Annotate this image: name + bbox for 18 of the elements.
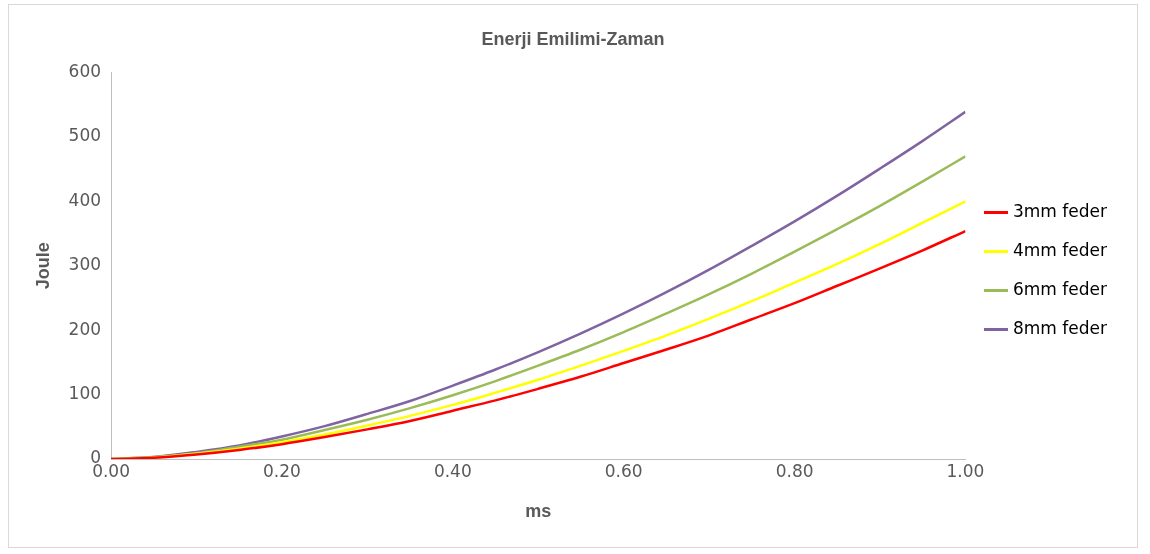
x-tick-label: 0.80: [775, 460, 814, 481]
y-tick-label: 500: [68, 125, 102, 146]
legend-label: 4mm feder: [1012, 239, 1108, 260]
y-tick-label: 400: [68, 189, 102, 210]
y-tick-label: 600: [68, 61, 102, 82]
x-tick-label: 0.60: [604, 460, 643, 481]
legend-label: 6mm feder: [1012, 278, 1108, 299]
y-axis-title: Joule: [32, 242, 53, 290]
y-tick-label: 200: [68, 318, 102, 339]
legend-label: 8mm feder: [1012, 317, 1108, 338]
chart-title: Enerji Emilimi-Zaman: [481, 28, 665, 49]
y-tick-label: 100: [68, 383, 102, 404]
x-axis-title: ms: [525, 501, 552, 522]
x-tick-label: 0.40: [433, 460, 472, 481]
x-tick-label: 1.00: [946, 460, 985, 481]
x-tick-label: 0.20: [263, 460, 301, 481]
y-tick-label: 300: [68, 254, 102, 275]
legend-label: 3mm feder: [1012, 200, 1108, 221]
